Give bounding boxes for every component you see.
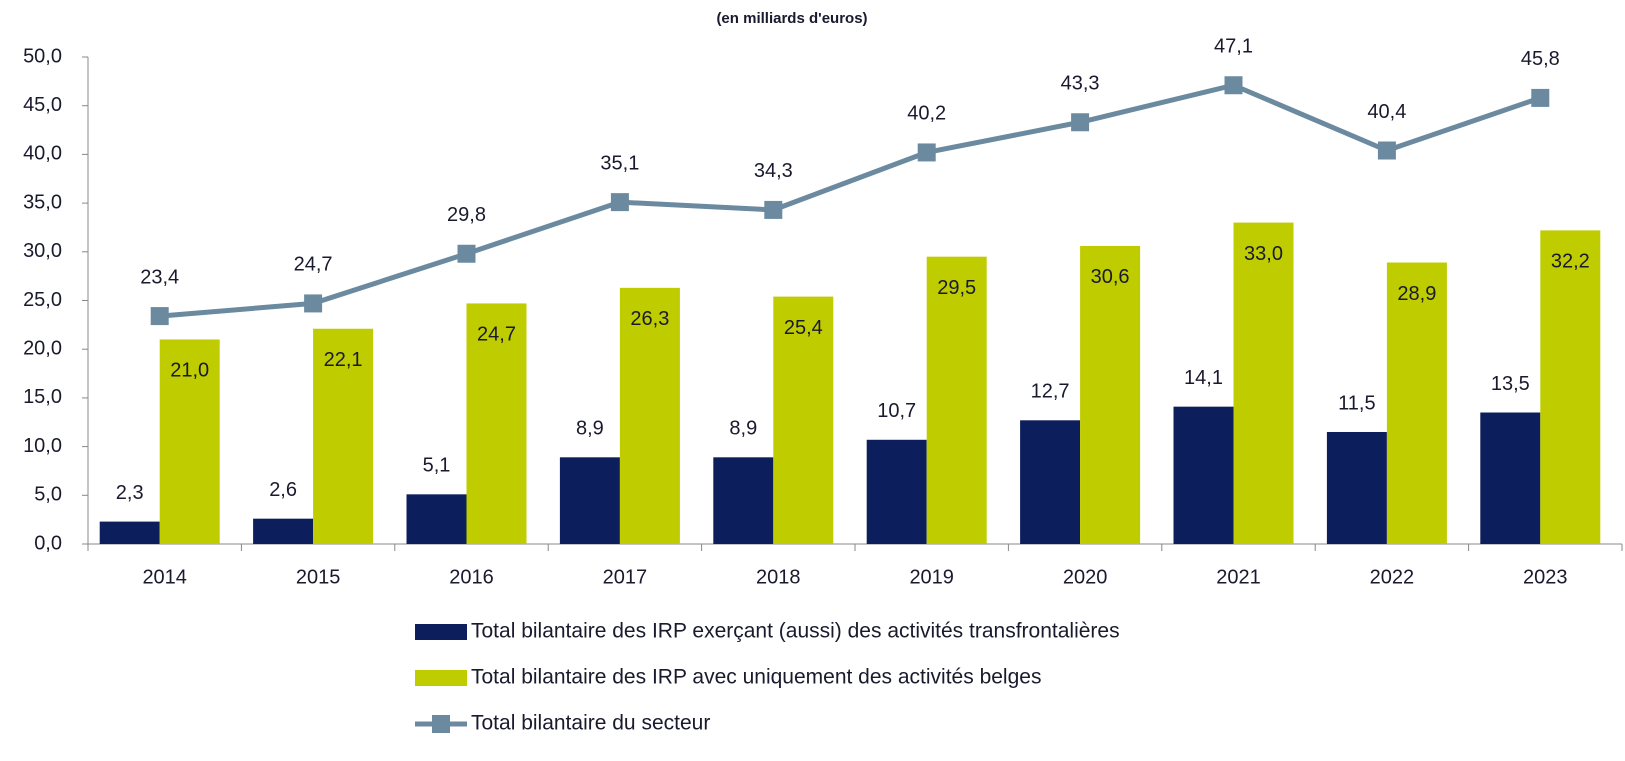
x-tick-label: 2021: [1216, 566, 1261, 588]
x-tick-label: 2020: [1063, 566, 1108, 588]
y-tick-label: 30,0: [23, 240, 62, 262]
data-label: 25,4: [784, 317, 823, 339]
data-label: 47,1: [1214, 36, 1253, 58]
data-label: 11,5: [1338, 392, 1375, 414]
data-label: 24,7: [477, 324, 516, 346]
data-label: 32,2: [1551, 251, 1590, 273]
bar: [1326, 431, 1387, 544]
y-tick-label: 15,0: [23, 386, 62, 408]
data-label: 40,2: [907, 103, 946, 125]
bar: [1233, 222, 1294, 544]
legend-label: Total bilantaire des IRP exerçant (aussi…: [471, 620, 1120, 643]
legend-swatch: [415, 624, 467, 640]
chart-title: (en milliards d'euros): [716, 10, 867, 27]
bar: [773, 296, 834, 544]
legend-label: Total bilantaire des IRP avec uniquement…: [471, 666, 1041, 689]
x-tick-label: 2015: [296, 566, 341, 588]
data-label: 22,1: [324, 349, 363, 371]
y-tick-label: 10,0: [23, 435, 62, 457]
line-marker: [917, 143, 936, 162]
legend-swatch: [415, 670, 467, 686]
bar: [99, 521, 160, 544]
bar: [159, 339, 220, 544]
data-label: 21,0: [170, 360, 209, 382]
data-label: 14,1: [1184, 367, 1223, 389]
bar: [313, 328, 374, 544]
data-label: 40,4: [1367, 101, 1406, 123]
data-label: 29,5: [937, 277, 976, 299]
data-label: 5,1: [423, 455, 451, 477]
bar: [1480, 412, 1541, 544]
y-tick-label: 50,0: [23, 45, 62, 67]
bar: [406, 494, 467, 544]
bar: [1540, 230, 1601, 544]
data-label: 10,7: [877, 400, 916, 422]
x-tick-label: 2023: [1523, 566, 1568, 588]
y-tick-label: 0,0: [34, 532, 62, 554]
data-label: 43,3: [1061, 73, 1100, 95]
y-tick-label: 5,0: [34, 484, 62, 506]
line-marker: [1377, 141, 1396, 160]
legend-label: Total bilantaire du secteur: [471, 712, 710, 735]
bar: [1020, 420, 1081, 544]
line-marker: [764, 200, 783, 219]
data-label: 24,7: [294, 254, 333, 276]
data-label: 2,6: [269, 479, 297, 501]
data-label: 45,8: [1521, 48, 1560, 70]
bar: [619, 287, 680, 544]
legend-swatch: [432, 715, 450, 733]
bar: [713, 457, 774, 544]
line-marker: [1224, 76, 1243, 95]
line-marker: [610, 193, 629, 212]
line-marker: [1531, 88, 1550, 107]
y-tick-label: 25,0: [23, 289, 62, 311]
data-label: 30,6: [1091, 266, 1130, 288]
bar: [926, 256, 987, 544]
data-label: 8,9: [576, 418, 604, 440]
data-label: 2,3: [116, 482, 144, 504]
bar: [559, 457, 620, 544]
data-label: 29,8: [447, 204, 486, 226]
bar: [253, 518, 314, 544]
data-label: 35,1: [600, 152, 639, 174]
y-tick-label: 35,0: [23, 191, 62, 213]
x-tick-label: 2019: [909, 566, 954, 588]
data-label: 34,3: [754, 160, 793, 182]
y-tick-label: 45,0: [23, 94, 62, 116]
x-tick-label: 2022: [1370, 566, 1415, 588]
bar: [866, 439, 927, 544]
data-label: 8,9: [729, 418, 757, 440]
data-label: 28,9: [1397, 283, 1436, 305]
bar: [466, 303, 527, 544]
data-label: 12,7: [1031, 381, 1070, 403]
bar: [1173, 406, 1234, 544]
data-label: 26,3: [630, 308, 669, 330]
y-tick-label: 40,0: [23, 143, 62, 165]
bar: [1386, 262, 1447, 544]
line-marker: [150, 307, 169, 326]
line-marker: [457, 244, 476, 263]
line-marker: [304, 294, 323, 313]
x-tick-label: 2016: [449, 566, 494, 588]
x-tick-label: 2017: [603, 566, 648, 588]
line-marker: [1071, 113, 1090, 132]
y-tick-label: 20,0: [23, 337, 62, 359]
x-tick-label: 2018: [756, 566, 801, 588]
data-label: 13,5: [1491, 373, 1530, 395]
data-label: 23,4: [140, 266, 179, 288]
data-label: 33,0: [1244, 243, 1283, 265]
bar: [1080, 245, 1141, 544]
x-tick-label: 2014: [142, 566, 187, 588]
line: [159, 82, 1542, 319]
